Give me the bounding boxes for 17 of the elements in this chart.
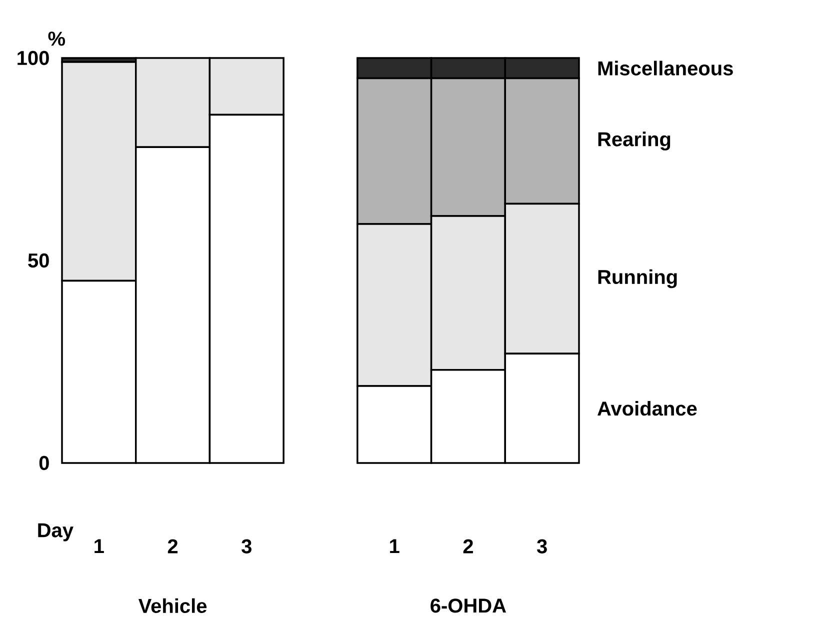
- series-label: Running: [598, 269, 677, 288]
- series-label: Rearing: [598, 132, 670, 150]
- y-tick-label: 50: [28, 253, 49, 268]
- x-tick-label: 1: [390, 539, 400, 554]
- series-label: Avoidance: [598, 400, 697, 416]
- x-tick-label: 1: [94, 539, 104, 554]
- text: 6-OHDA: [430, 598, 506, 613]
- y-tick-label: 0: [39, 456, 49, 470]
- x-tick-label: 3: [242, 539, 252, 554]
- x-tick-label: 2: [463, 539, 473, 554]
- text: Vehicle: [138, 598, 207, 614]
- x-axis-title: Day: [38, 523, 74, 542]
- series-label: Miscellaneous: [598, 60, 733, 76]
- y-axis-title: %: [48, 32, 66, 46]
- x-tick-label: 2: [168, 539, 178, 554]
- x-tick-label: 3: [536, 539, 547, 554]
- y-tick-label: 100: [18, 50, 49, 66]
